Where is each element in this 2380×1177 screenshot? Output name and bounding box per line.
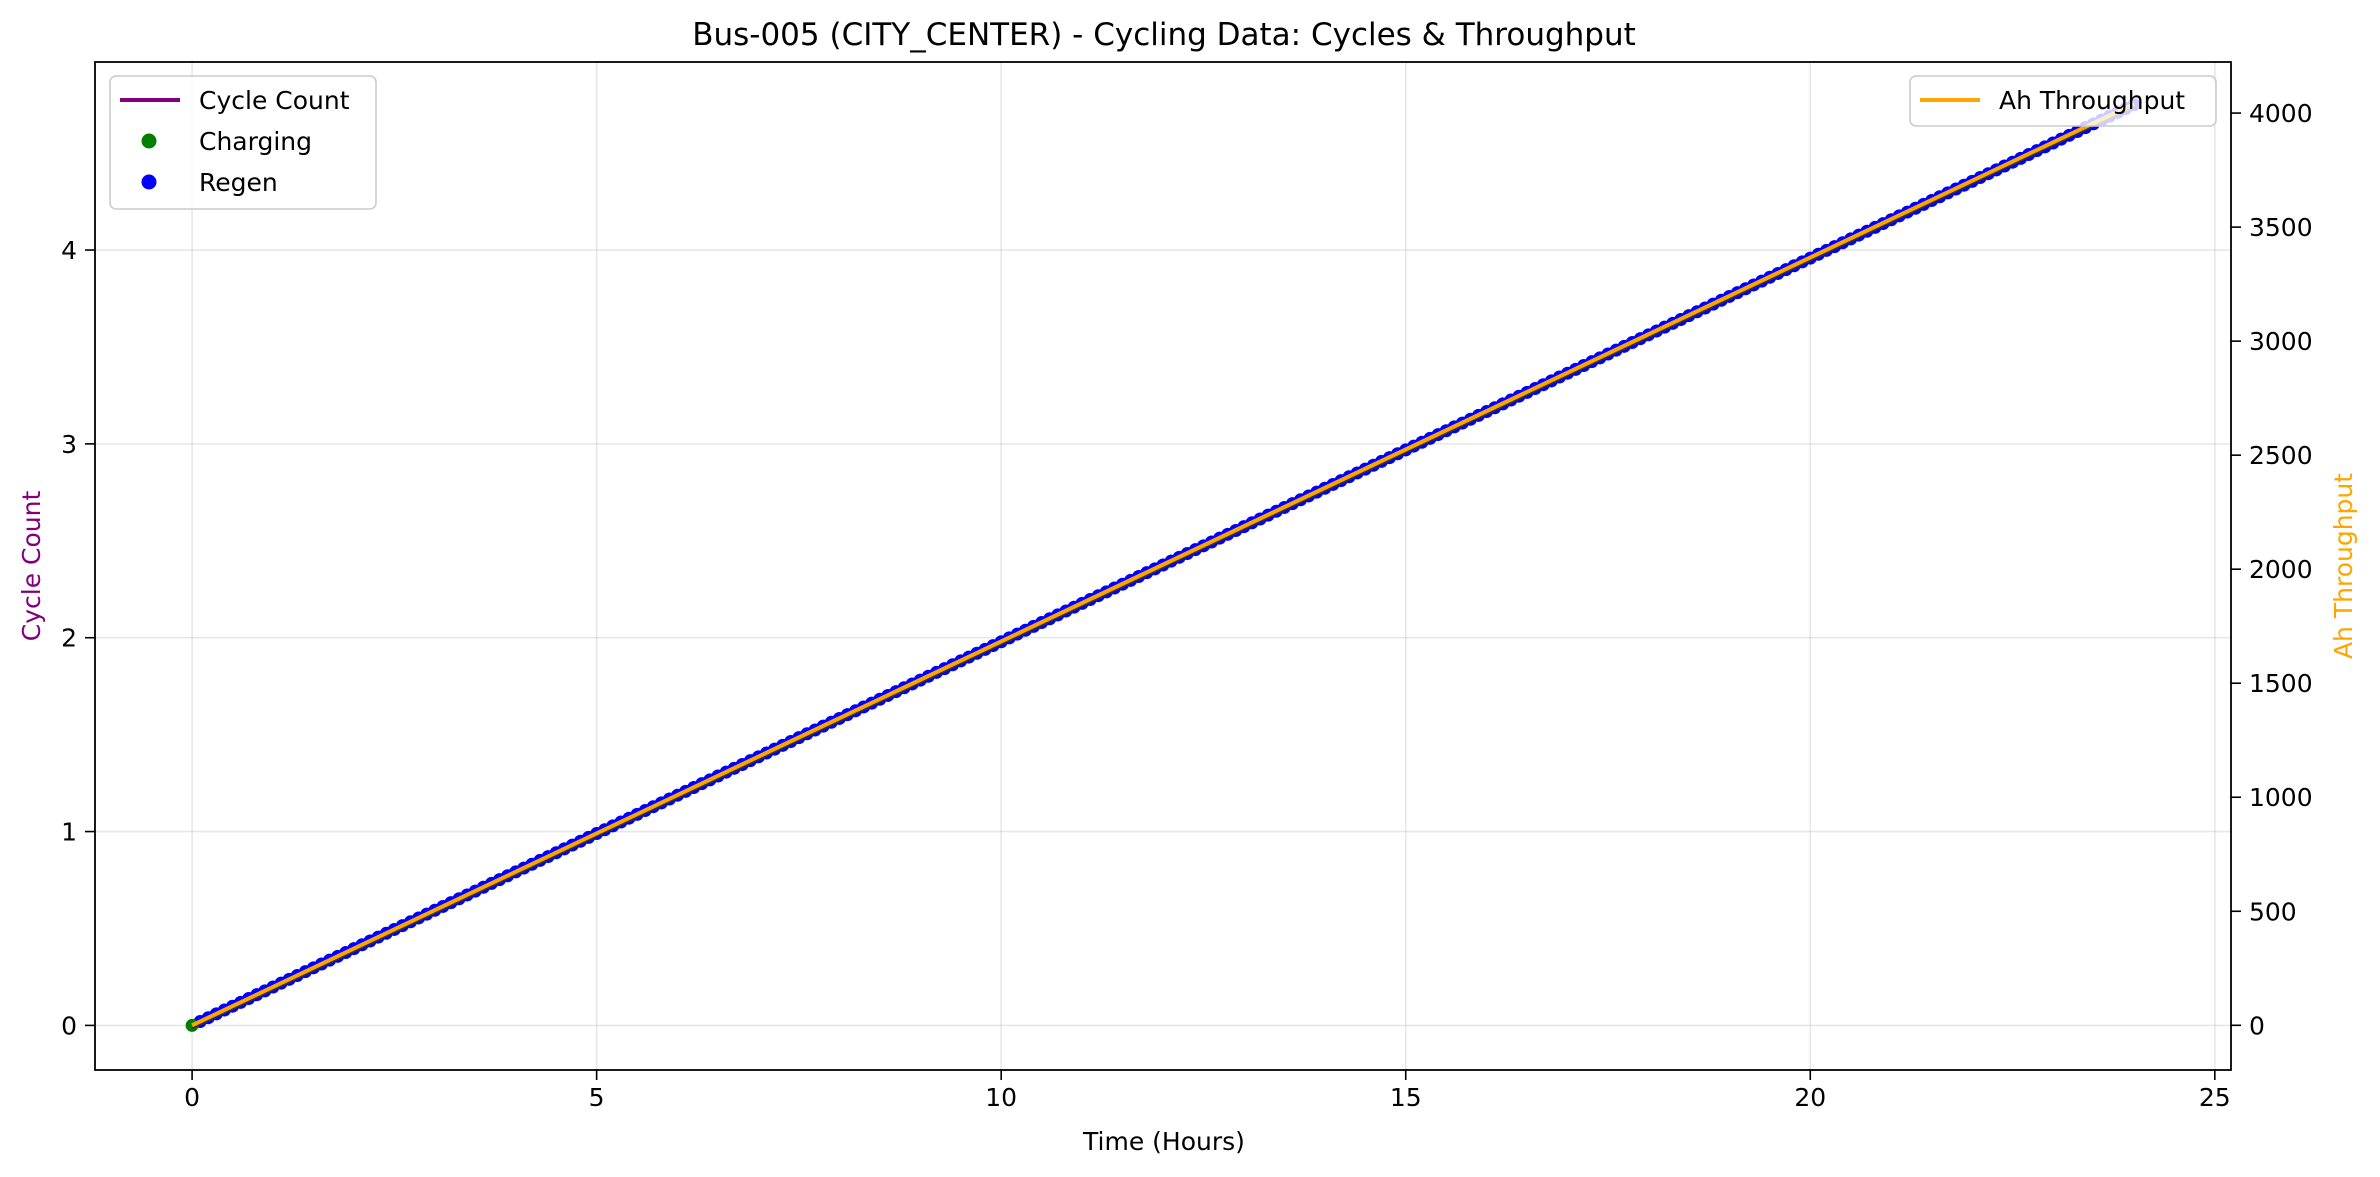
legend-box-right — [1909, 75, 2217, 127]
legends: Cycle Count Charging Regen Ah Throughput — [109, 75, 2217, 210]
legend-entry-label: Charging — [199, 127, 312, 156]
y-left-tick-label: 2 — [61, 624, 77, 653]
x-axis-label: Time (Hours) — [1082, 1127, 1245, 1156]
legend-box-left — [109, 75, 377, 210]
legend-entry-label: Regen — [199, 168, 278, 197]
x-tick-label: 15 — [1390, 1083, 1422, 1112]
y-right-tick-label: 2000 — [2249, 555, 2313, 584]
legend-entry-label: Ah Throughput — [1999, 86, 2185, 115]
y-right-tick-label: 3500 — [2249, 213, 2313, 242]
y-left-tick-label: 3 — [61, 430, 77, 459]
x-tick-label: 20 — [1794, 1083, 1826, 1112]
y-left-axis-label: Cycle Count — [17, 491, 46, 642]
legend-dot-swatch — [141, 174, 157, 190]
y-left-tick-label: 0 — [61, 1011, 77, 1040]
x-tick-label: 0 — [184, 1083, 200, 1112]
y-right-tick-label: 2500 — [2249, 441, 2313, 470]
axes: 0 5 10 15 20 25 0 1 2 3 4 0 500 1000 1500 2000 2500 3000 3… — [61, 99, 2313, 1112]
y-right-tick-label: 3000 — [2249, 327, 2313, 356]
plot-frame — [94, 61, 2232, 1071]
chart-title: Bus-005 (CITY_CENTER) - Cycling Data: Cy… — [692, 17, 1636, 53]
series-line-ah-throughput — [191, 102, 2135, 1028]
legend-entry-label: Cycle Count — [199, 86, 350, 115]
y-right-tick-label: 0 — [2249, 1011, 2265, 1040]
y-right-tick-label: 1500 — [2249, 669, 2313, 698]
x-tick-label: 10 — [985, 1083, 1017, 1112]
legend-dot-swatch — [141, 133, 157, 149]
x-tick-label: 25 — [2199, 1083, 2231, 1112]
y-left-tick-label: 4 — [61, 236, 77, 265]
y-right-tick-label: 1000 — [2249, 783, 2313, 812]
x-tick-label: 5 — [589, 1083, 605, 1112]
y-right-tick-label: 4000 — [2249, 99, 2313, 128]
y-left-tick-label: 1 — [61, 818, 77, 847]
series-line-ah-throughput-shadow — [191, 106, 2135, 1030]
y-right-axis-label: Ah Throughput — [2329, 473, 2358, 659]
y-right-tick-label: 500 — [2249, 897, 2297, 926]
grid — [95, 62, 2231, 1070]
